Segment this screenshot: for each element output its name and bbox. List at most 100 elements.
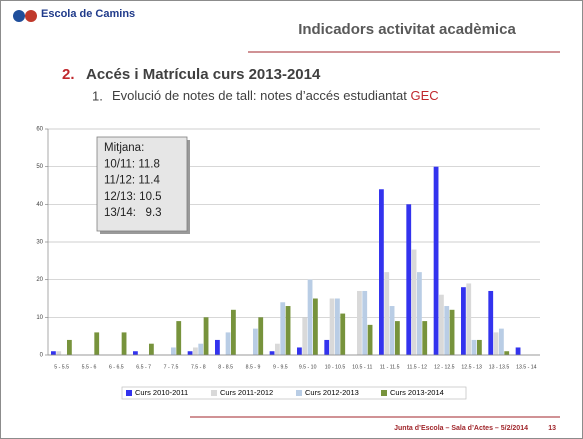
annotation-text: 12/13: 10.5 (104, 191, 162, 203)
page-number: 13 (548, 425, 556, 432)
bar (515, 347, 521, 355)
bar (280, 302, 286, 355)
bar (66, 339, 72, 355)
legend-swatch (126, 390, 132, 396)
x-tick-label: 12.5 - 13 (461, 364, 482, 370)
bar (471, 339, 477, 355)
bar (285, 306, 291, 355)
y-tick-label: 20 (36, 277, 43, 283)
x-tick-label: 5 - 5.5 (54, 364, 69, 370)
bar (449, 309, 455, 355)
section-number: 2. (62, 66, 75, 83)
legend-swatch (381, 390, 387, 396)
chart: 0 10 20 30 40 50 60 5 - 5.5 5.5 - 6 6 - 6.5 6.5 - … (36, 127, 540, 400)
section-title: Accés i Matrícula curs 2013-2014 (86, 66, 321, 83)
bar (444, 306, 450, 355)
x-tick-label: 12 - 12.5 (434, 364, 455, 370)
x-tick-label: 11 - 11.5 (380, 364, 400, 370)
bar (466, 283, 472, 355)
legend-label: Curs 2010-2011 (135, 388, 188, 397)
footer-text: Junta d’Escola – Sala d’Actes – 5/2/2014 (394, 425, 528, 432)
bar (297, 347, 302, 355)
y-tick-label: 10 (36, 315, 43, 321)
bar (406, 204, 412, 355)
bar (133, 351, 138, 355)
y-tick-label: 0 (40, 353, 44, 359)
bar (493, 332, 499, 355)
x-tick-label: 7.5 - 8 (191, 364, 206, 370)
bar (411, 249, 417, 355)
bar (422, 321, 428, 355)
x-tick-label: 8.5 - 9 (246, 364, 261, 370)
subsection-highlight: GEC (410, 88, 438, 103)
subsection-number: 1. (92, 88, 103, 103)
bar (203, 317, 209, 355)
logo-icon (13, 10, 25, 22)
legend-label: Curs 2012-2013 (305, 388, 359, 397)
subsection-text: Evolució de notes de tall: notes d’accés… (112, 88, 410, 103)
bar (367, 324, 373, 355)
bar (258, 317, 264, 355)
bar (198, 343, 204, 355)
bar (329, 298, 335, 355)
bar (324, 339, 330, 355)
legend-label: Curs 2013-2014 (390, 388, 444, 397)
bar (121, 332, 127, 355)
bar (362, 290, 368, 355)
bar (269, 351, 275, 355)
bar (193, 347, 198, 355)
y-tick-label: 50 (36, 164, 43, 170)
bar (176, 321, 182, 355)
bar (499, 328, 504, 355)
legend-swatch (296, 390, 302, 396)
annotation-text: 10/11: 11.8 (104, 158, 160, 170)
logo-icon (25, 10, 37, 22)
y-tick-label: 60 (36, 127, 43, 133)
bar (307, 279, 313, 355)
bar (439, 294, 444, 355)
bar (461, 287, 466, 355)
bar (488, 290, 494, 355)
bar (417, 272, 422, 355)
logo-text: Escola de Camins (41, 8, 135, 20)
bar (51, 351, 56, 355)
y-tick-label: 30 (36, 240, 43, 246)
x-tick-label: 13.5 - 14 (516, 364, 537, 370)
legend-swatch (211, 390, 217, 396)
annotation-box (96, 136, 188, 232)
legend-box (121, 386, 467, 400)
x-tick-label: 9 - 9.5 (273, 364, 288, 370)
bar (357, 290, 362, 355)
bar (384, 272, 390, 355)
bar (335, 298, 340, 355)
x-tick-label: 11.5 - 12 (407, 364, 427, 370)
bar (394, 321, 400, 355)
x-tick-label: 10 - 10.5 (325, 364, 346, 370)
bar (148, 343, 154, 355)
bar (312, 298, 318, 355)
x-tick-label: 10.5 - 11 (352, 364, 372, 370)
bar (230, 309, 236, 355)
bar (504, 351, 510, 355)
bar (340, 313, 346, 355)
annotation-text: 13/14: 9.3 (104, 207, 162, 219)
bar (171, 347, 176, 355)
bar (275, 343, 280, 355)
x-tick-label: 5.5 - 6 (82, 364, 97, 370)
x-tick-label: 13 - 13.5 (489, 364, 510, 370)
bar (433, 166, 439, 355)
x-tick-label: 7 - 7.5 (164, 364, 179, 370)
header-title: Indicadors activitat acadèmica (298, 21, 516, 38)
bar (253, 328, 258, 355)
bar (379, 189, 384, 355)
annotation-text: 11/12: 11.4 (104, 175, 160, 187)
bar (56, 351, 62, 355)
bar (187, 351, 193, 355)
bar (225, 332, 231, 355)
annotation-text: Mitjana: (104, 142, 144, 154)
bar (94, 332, 100, 355)
legend-label: Curs 2011-2012 (220, 388, 273, 397)
subsection-text: Evolució de notes de tall: notes d’accés… (112, 88, 439, 103)
bar (302, 317, 308, 355)
